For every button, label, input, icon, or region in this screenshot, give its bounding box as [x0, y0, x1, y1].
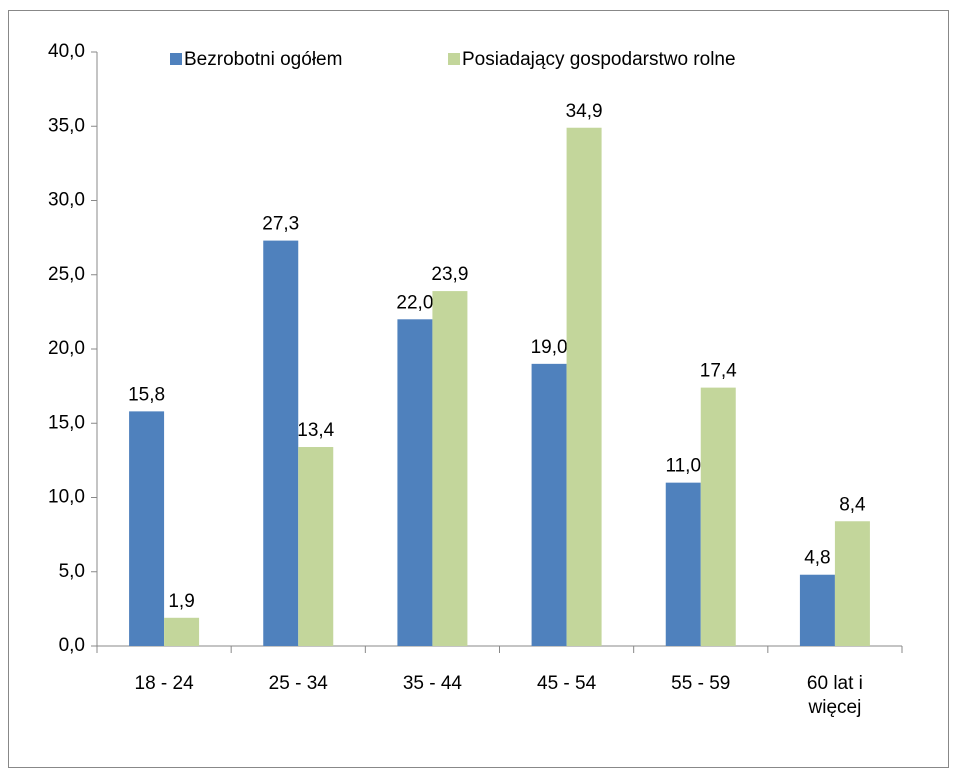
x-tick-label: 55 - 59	[671, 673, 731, 694]
legend-swatch	[448, 53, 460, 65]
x-tick-label: 18 - 24	[134, 673, 194, 694]
y-tick-label: 20,0	[48, 338, 85, 359]
y-tick-label: 30,0	[48, 190, 85, 211]
bar	[665, 482, 701, 646]
bar	[799, 574, 835, 646]
data-label: 34,9	[566, 101, 603, 122]
bar	[298, 447, 334, 646]
y-tick-label: 40,0	[48, 41, 85, 62]
y-tick-label: 10,0	[48, 487, 85, 508]
x-tick-label: 35 - 44	[402, 673, 462, 694]
legend-swatch	[170, 53, 182, 65]
data-label: 15,8	[128, 384, 165, 405]
y-tick-label: 15,0	[48, 412, 85, 433]
data-label: 1,9	[168, 591, 194, 612]
bar	[164, 617, 200, 646]
bar	[531, 363, 567, 646]
bar	[700, 387, 736, 646]
data-label: 8,4	[839, 494, 866, 515]
y-tick-label: 25,0	[48, 264, 85, 285]
data-label: 22,0	[396, 292, 433, 313]
y-tick-label: 35,0	[48, 115, 85, 136]
data-label: 23,9	[431, 264, 468, 285]
x-tick-label: 45 - 54	[537, 673, 597, 694]
x-tick-label: 60 lat i więcej	[806, 673, 863, 718]
y-tick-label: 0,0	[59, 635, 85, 656]
data-label: 13,4	[297, 420, 334, 441]
legend-label: Bezrobotni ogółem	[184, 49, 342, 70]
bar	[129, 411, 165, 646]
bar	[397, 319, 433, 646]
bar	[263, 240, 299, 646]
bar	[566, 127, 602, 647]
data-label: 27,3	[262, 214, 299, 235]
data-label: 19,0	[531, 337, 568, 358]
bar	[834, 521, 870, 646]
y-tick-label: 5,0	[59, 561, 85, 582]
bar	[432, 291, 468, 646]
chart-frame	[8, 10, 949, 768]
data-label: 4,8	[804, 548, 830, 569]
data-label: 11,0	[665, 456, 701, 477]
x-tick-label: 25 - 34	[268, 673, 328, 694]
data-label: 17,4	[700, 361, 737, 382]
legend-label: Posiadający gospodarstwo rolne	[462, 49, 736, 70]
